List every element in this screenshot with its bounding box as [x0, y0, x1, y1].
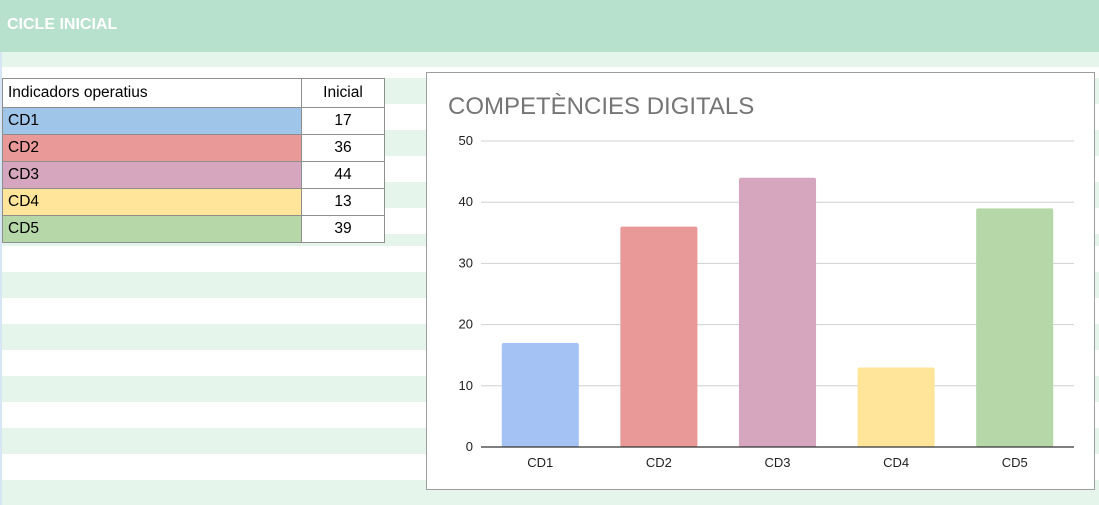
y-tick-label: 0: [466, 439, 473, 454]
indicator-cell[interactable]: CD2: [2, 134, 302, 162]
indicator-cell[interactable]: CD4: [2, 188, 302, 216]
y-tick-label: 20: [459, 317, 473, 332]
chart-container[interactable]: COMPETÈNCIES DIGITALS 0 10 20 30 40 50 CD1 CD2 C…: [426, 72, 1095, 490]
bar-cd1[interactable]: [501, 342, 579, 447]
indicators-table: Indicadors operatius Inicial CD1 17 CD2 …: [2, 78, 385, 243]
indicator-cell[interactable]: CD1: [2, 107, 302, 135]
bar-chart: 0 10 20 30 40 50 CD1 CD2 CD3 CD4 CD5: [459, 133, 1074, 470]
x-tick-label: CD1: [527, 455, 553, 470]
table-row: CD4 13: [2, 188, 385, 216]
column-header-indicators[interactable]: Indicadors operatius: [2, 78, 302, 108]
bar-cd2[interactable]: [620, 226, 698, 447]
x-tick-label: CD5: [1002, 455, 1028, 470]
background-stripe: [0, 52, 1099, 67]
y-tick-label: 40: [459, 194, 473, 209]
value-cell[interactable]: 13: [301, 188, 385, 216]
x-tick-label: CD3: [764, 455, 790, 470]
y-tick-label: 50: [459, 133, 473, 148]
table-row: CD2 36: [2, 134, 385, 162]
table-row: CD1 17: [2, 107, 385, 135]
value-cell[interactable]: 17: [301, 107, 385, 135]
table-row: CD3 44: [2, 161, 385, 189]
table-header-row: Indicadors operatius Inicial: [2, 78, 385, 108]
bar-cd4[interactable]: [857, 367, 935, 447]
column-header-initial[interactable]: Inicial: [301, 78, 385, 108]
value-cell[interactable]: 36: [301, 134, 385, 162]
value-cell[interactable]: 39: [301, 215, 385, 243]
bar-cd3[interactable]: [738, 177, 817, 447]
value-cell[interactable]: 44: [301, 161, 385, 189]
x-tick-label: CD2: [646, 455, 672, 470]
y-tick-label: 10: [459, 378, 473, 393]
y-tick-label: 30: [459, 255, 473, 270]
indicator-cell[interactable]: CD3: [2, 161, 302, 189]
indicator-cell[interactable]: CD5: [2, 215, 302, 243]
sheet-left-edge: [0, 52, 2, 505]
page-title: CICLE INICIAL: [7, 16, 118, 33]
header-bar: CICLE INICIAL: [0, 0, 1099, 52]
chart-title: COMPETÈNCIES DIGITALS: [448, 93, 755, 120]
x-tick-label: CD4: [883, 455, 909, 470]
table-row: CD5 39: [2, 215, 385, 243]
bar-cd5[interactable]: [976, 208, 1054, 447]
